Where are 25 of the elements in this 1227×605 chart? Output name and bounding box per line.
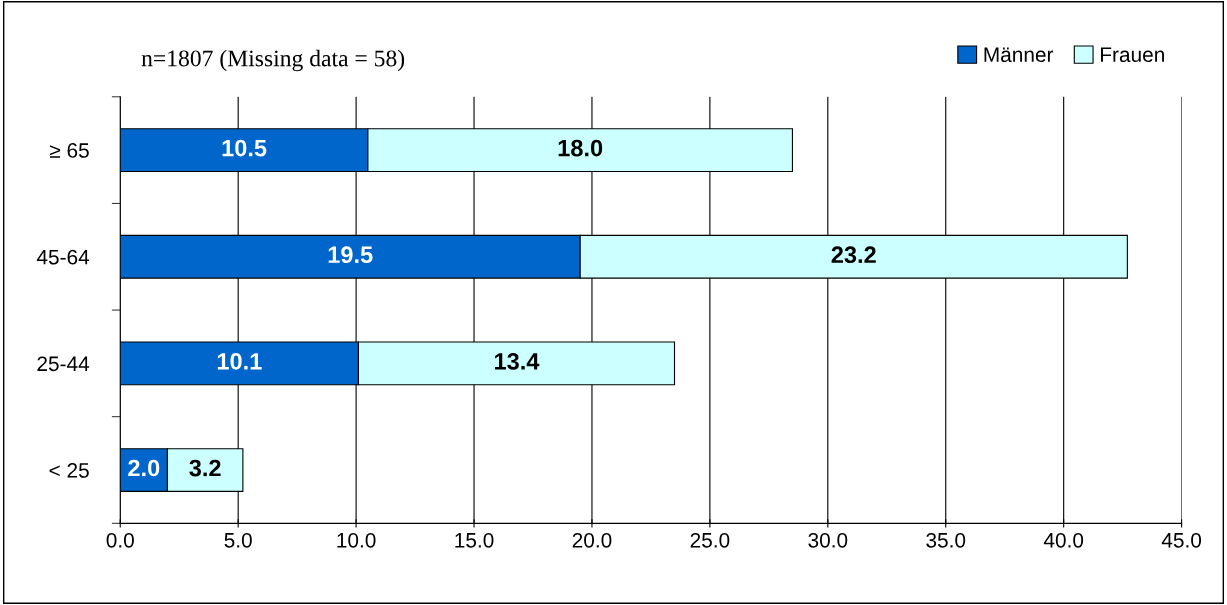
x-tick-label: 45.0 bbox=[1161, 532, 1202, 548]
x-tick-label: 20.0 bbox=[572, 532, 612, 548]
x-tick-label: 25.0 bbox=[690, 532, 730, 548]
data-label: 2.0 bbox=[128, 459, 160, 477]
data-label: 10.5 bbox=[222, 139, 267, 157]
x-tick-label: 0.0 bbox=[106, 532, 134, 548]
x-tick-label: 35.0 bbox=[926, 532, 966, 548]
y-tick-label: ≥ 65 bbox=[49, 143, 89, 158]
y-tick-label: < 25 bbox=[49, 463, 89, 478]
y-tick-label: 45-64 bbox=[36, 249, 90, 265]
x-tick-label: 40.0 bbox=[1043, 532, 1084, 548]
x-tick-label: 5.0 bbox=[224, 532, 252, 548]
legend-label: Frauen bbox=[1101, 47, 1164, 63]
data-label: 23.2 bbox=[831, 246, 876, 264]
data-label: 10.1 bbox=[217, 353, 262, 370]
legend-label: Männer bbox=[984, 47, 1054, 63]
text: n=1807 (Missing data = 58) bbox=[141, 49, 405, 72]
data-label: 19.5 bbox=[328, 246, 373, 264]
data-label: 18.0 bbox=[558, 139, 603, 157]
data-label: 3.2 bbox=[189, 459, 221, 477]
data-label: 13.4 bbox=[495, 353, 540, 370]
x-tick-label: 30.0 bbox=[808, 532, 848, 548]
y-tick-label: 25-44 bbox=[37, 356, 90, 372]
x-tick-label: 15.0 bbox=[455, 532, 494, 548]
x-tick-label: 10.0 bbox=[337, 532, 376, 548]
